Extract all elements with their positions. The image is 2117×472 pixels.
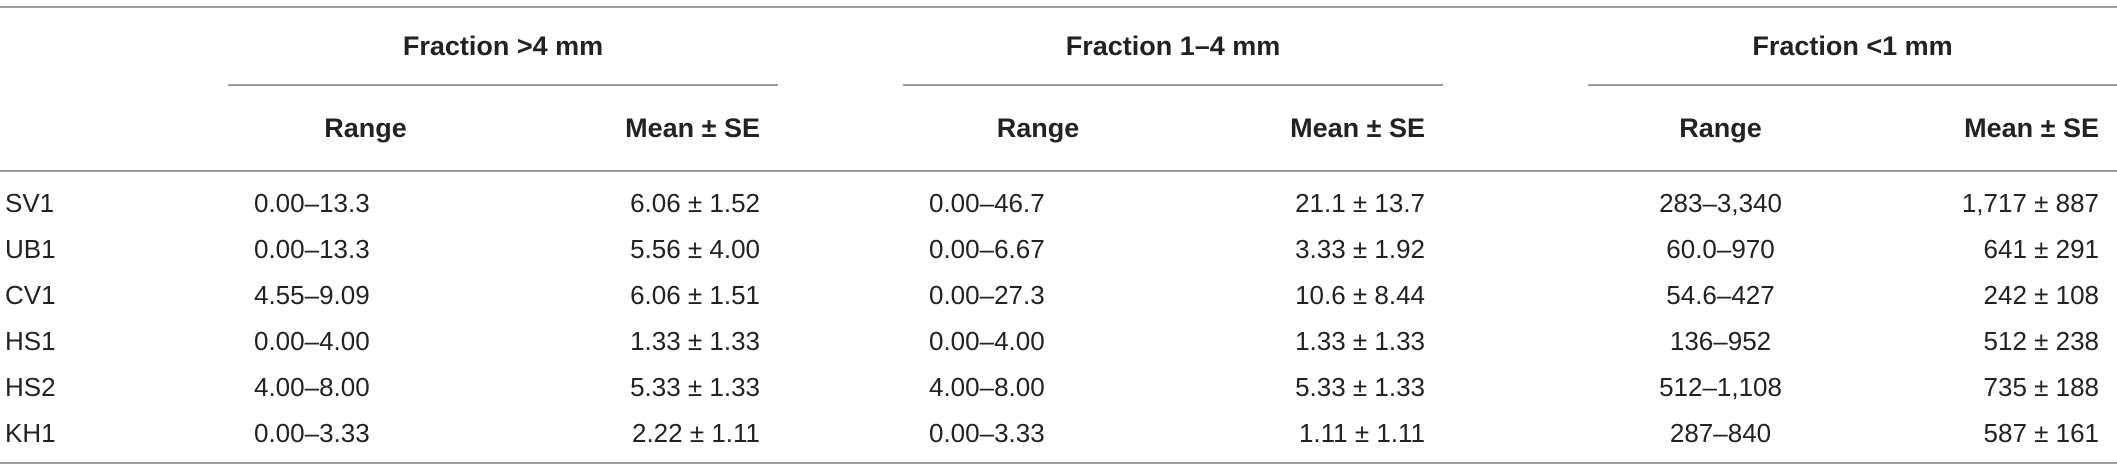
table-row: HS2 4.00–8.00 5.33 ± 1.33 4.00–8.00 5.33… bbox=[0, 364, 2117, 410]
subheader-spacer-1 bbox=[778, 86, 903, 172]
range-header-lt1mm: Range bbox=[1588, 86, 1854, 172]
site-cell: HS1 bbox=[5, 325, 56, 356]
mean-cell: 735 ± 188 bbox=[1983, 371, 2100, 402]
group-header-gt4mm: Fraction >4 mm bbox=[228, 6, 778, 86]
group-header-1to4mm-label: Fraction 1–4 mm bbox=[903, 8, 1444, 86]
mean-cell: 2.22 ± 1.11 bbox=[503, 410, 778, 464]
range-cell: 0.00–6.67 bbox=[929, 233, 1045, 264]
mean-cell: 10.6 ± 8.44 bbox=[1295, 279, 1426, 310]
fraction-data-table: Fraction >4 mm Fraction 1–4 mm Fraction … bbox=[0, 6, 2117, 464]
spacer-cell bbox=[1443, 410, 1589, 464]
range-cell: 0.00–4.00 bbox=[254, 325, 370, 356]
range-cell: 0.00–27.3 bbox=[929, 279, 1045, 310]
group-spacer-2 bbox=[1443, 6, 1589, 86]
subheader-row: Range Mean ± SE Range Mean ± SE Range Me… bbox=[0, 86, 2117, 172]
range-cell: 4.55–9.09 bbox=[254, 279, 370, 310]
mean-cell: 6.06 ± 1.52 bbox=[630, 187, 760, 218]
range-cell: 0.00–4.00 bbox=[929, 325, 1045, 356]
spacer-cell bbox=[1443, 171, 1588, 226]
range-header-gt4mm: Range bbox=[228, 86, 503, 172]
table-row: UB1 0.00–13.3 5.56 ± 4.00 0.00–6.67 3.33… bbox=[0, 226, 2117, 272]
group-header-lt1mm-label: Fraction <1 mm bbox=[1588, 8, 2117, 86]
range-cell: 283–3,340 bbox=[1659, 187, 1782, 218]
range-cell: 54.6–427 bbox=[1666, 279, 1775, 310]
site-header-blank bbox=[0, 6, 228, 86]
range-cell: 0.00–3.33 bbox=[228, 410, 503, 464]
range-cell: 4.00–8.00 bbox=[929, 371, 1045, 402]
range-cell: 0.00–3.33 bbox=[903, 410, 1173, 464]
spacer-cell bbox=[778, 272, 903, 318]
range-cell: 60.0–970 bbox=[1666, 233, 1775, 264]
spacer-cell bbox=[778, 318, 903, 364]
spacer-cell bbox=[1443, 272, 1588, 318]
spacer-cell bbox=[1443, 318, 1588, 364]
range-cell: 136–952 bbox=[1669, 325, 1772, 356]
group-header-lt1mm: Fraction <1 mm bbox=[1588, 6, 2117, 86]
mean-header-1to4mm: Mean ± SE bbox=[1173, 86, 1444, 172]
spacer-cell bbox=[1443, 364, 1588, 410]
table-row: HS1 0.00–4.00 1.33 ± 1.33 0.00–4.00 1.33… bbox=[0, 318, 2117, 364]
group-header-1to4mm: Fraction 1–4 mm bbox=[903, 6, 1444, 86]
site-cell: HS2 bbox=[5, 371, 56, 402]
site-cell: SV1 bbox=[5, 187, 55, 218]
mean-cell: 3.33 ± 1.92 bbox=[1295, 233, 1426, 264]
mean-cell: 1.11 ± 1.11 bbox=[1173, 410, 1444, 464]
site-subheader-blank bbox=[0, 86, 228, 172]
table-body: SV1 0.00–13.3 6.06 ± 1.52 0.00–46.7 21.1… bbox=[0, 171, 2117, 464]
spacer-cell bbox=[778, 171, 903, 226]
mean-header-lt1mm: Mean ± SE bbox=[1853, 86, 2117, 172]
range-cell: 0.00–46.7 bbox=[929, 187, 1045, 218]
site-cell: CV1 bbox=[5, 279, 56, 310]
mean-cell: 5.33 ± 1.33 bbox=[630, 371, 760, 402]
range-cell: 287–840 bbox=[1588, 410, 1854, 464]
mean-cell: 587 ± 161 bbox=[1853, 410, 2117, 464]
mean-cell: 1.33 ± 1.33 bbox=[630, 325, 760, 356]
mean-cell: 6.06 ± 1.51 bbox=[630, 279, 760, 310]
subheader-spacer-2 bbox=[1443, 86, 1589, 172]
mean-cell: 1.33 ± 1.33 bbox=[1295, 325, 1426, 356]
mean-cell: 512 ± 238 bbox=[1983, 325, 2100, 356]
mean-cell: 1,717 ± 887 bbox=[1961, 187, 2100, 218]
range-cell: 0.00–13.3 bbox=[254, 233, 370, 264]
group-spacer-1 bbox=[778, 6, 903, 86]
site-cell: KH1 bbox=[0, 410, 228, 464]
site-cell: UB1 bbox=[5, 233, 56, 264]
range-header-1to4mm: Range bbox=[903, 86, 1173, 172]
range-cell: 0.00–13.3 bbox=[254, 187, 370, 218]
spacer-cell bbox=[1443, 226, 1588, 272]
mean-cell: 5.33 ± 1.33 bbox=[1295, 371, 1426, 402]
range-cell: 4.00–8.00 bbox=[254, 371, 370, 402]
table-row: SV1 0.00–13.3 6.06 ± 1.52 0.00–46.7 21.1… bbox=[0, 171, 2117, 226]
range-cell: 512–1,108 bbox=[1659, 371, 1782, 402]
mean-cell: 641 ± 291 bbox=[1983, 233, 2100, 264]
mean-cell: 242 ± 108 bbox=[1983, 279, 2100, 310]
group-header-row: Fraction >4 mm Fraction 1–4 mm Fraction … bbox=[0, 6, 2117, 86]
spacer-cell bbox=[778, 364, 903, 410]
mean-header-gt4mm: Mean ± SE bbox=[503, 86, 778, 172]
table-row: KH1 0.00–3.33 2.22 ± 1.11 0.00–3.33 1.11… bbox=[0, 410, 2117, 464]
mean-cell: 21.1 ± 13.7 bbox=[1295, 187, 1426, 218]
table-row: CV1 4.55–9.09 6.06 ± 1.51 0.00–27.3 10.6… bbox=[0, 272, 2117, 318]
spacer-cell bbox=[778, 410, 903, 464]
mean-cell: 5.56 ± 4.00 bbox=[630, 233, 760, 264]
group-header-gt4mm-label: Fraction >4 mm bbox=[228, 8, 778, 86]
spacer-cell bbox=[778, 226, 903, 272]
